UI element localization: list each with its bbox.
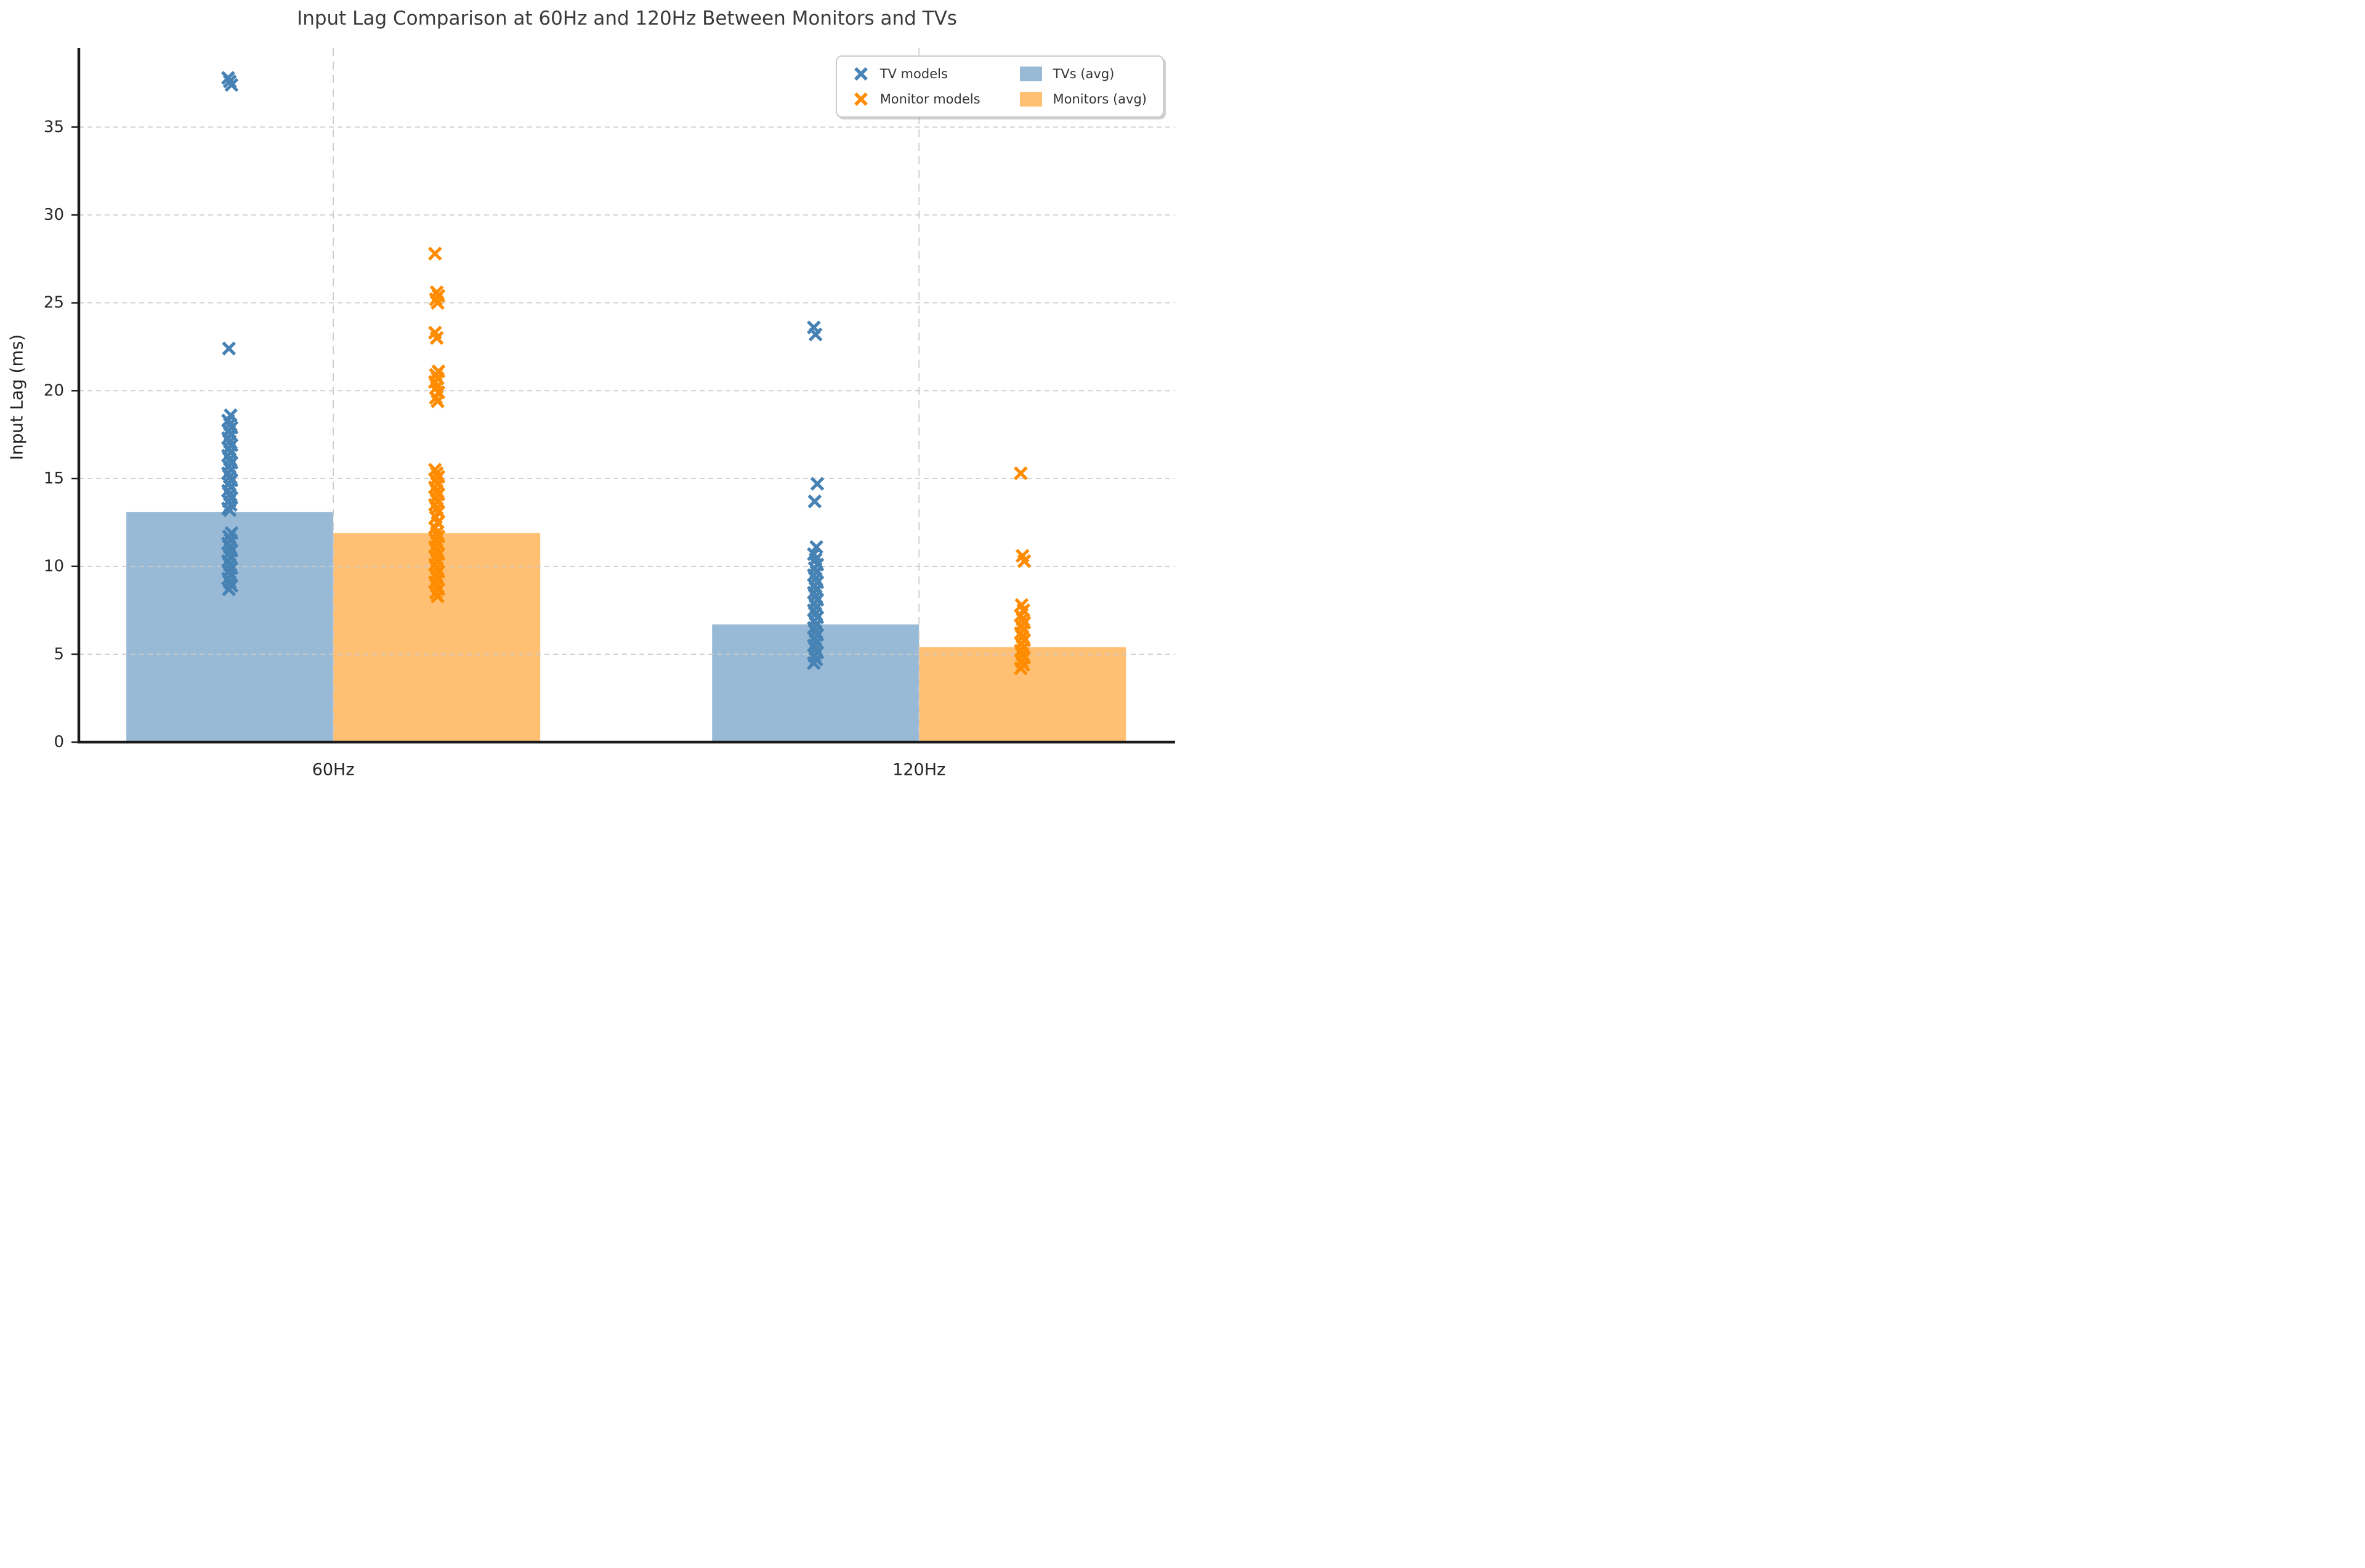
x-tick-label: 120Hz xyxy=(892,761,945,780)
legend-label-monitor-models: Monitor models xyxy=(879,92,980,107)
chart-figure: Input Lag Comparison at 60Hz and 120Hz B… xyxy=(0,0,1182,784)
scatter-point xyxy=(1014,466,1028,480)
y-tick-label: 35 xyxy=(44,118,64,136)
scatter-point xyxy=(810,477,825,491)
y-tick-label: 15 xyxy=(44,469,64,488)
scatter-point xyxy=(431,394,445,408)
bar-swatch-icon xyxy=(1019,67,1042,81)
scatter-point xyxy=(431,296,445,310)
legend-label-tv-models: TV models xyxy=(879,67,948,81)
chart-title: Input Lag Comparison at 60Hz and 120Hz B… xyxy=(297,7,957,30)
legend: TV models TVs (avg) Monitor models Monit… xyxy=(835,55,1164,118)
plot-area: 0 5 10 15 20 25 30 35 60Hz 120Hz xyxy=(44,48,1175,780)
legend-item-monitor-models: Monitor models xyxy=(853,91,980,107)
scatter-point xyxy=(222,582,236,597)
y-tick-label: 30 xyxy=(44,206,64,224)
legend-label-monitors-avg: Monitors (avg) xyxy=(1053,92,1147,107)
legend-label-tvs-avg: TVs (avg) xyxy=(1053,67,1115,81)
axes: 0 5 10 15 20 25 30 35 60Hz 120Hz xyxy=(44,48,1175,780)
y-tick-label: 0 xyxy=(54,733,64,751)
scatter-point xyxy=(224,78,239,92)
scatter-point xyxy=(1017,554,1032,568)
bars-layer xyxy=(126,512,1126,742)
legend-item-monitors-avg: Monitors (avg) xyxy=(1019,91,1147,107)
y-tick-label: 10 xyxy=(44,557,64,576)
scatter-monitor-models xyxy=(427,246,1032,676)
y-tick-label: 5 xyxy=(54,645,64,663)
bar-swatch-icon xyxy=(1019,92,1042,107)
x-tick-label: 60Hz xyxy=(312,761,355,780)
legend-item-tvs-avg: TVs (avg) xyxy=(1019,66,1147,82)
scatter-point xyxy=(807,656,821,670)
y-tick-label: 25 xyxy=(44,294,64,312)
scatter-tv-models xyxy=(220,71,825,670)
x-marker-icon xyxy=(854,92,868,106)
x-marker-icon xyxy=(854,67,868,81)
scatter-point xyxy=(427,246,442,261)
scatter-point xyxy=(431,589,445,604)
scatter-point xyxy=(1014,661,1028,676)
y-tick-label: 20 xyxy=(44,381,64,400)
scatter-point xyxy=(222,341,236,356)
scatter-point xyxy=(807,494,822,509)
legend-item-tv-models: TV models xyxy=(853,66,980,82)
scatter-point xyxy=(222,503,237,517)
scatter-point xyxy=(808,327,823,342)
gridlines xyxy=(79,48,1175,742)
scatter-point xyxy=(429,331,444,346)
